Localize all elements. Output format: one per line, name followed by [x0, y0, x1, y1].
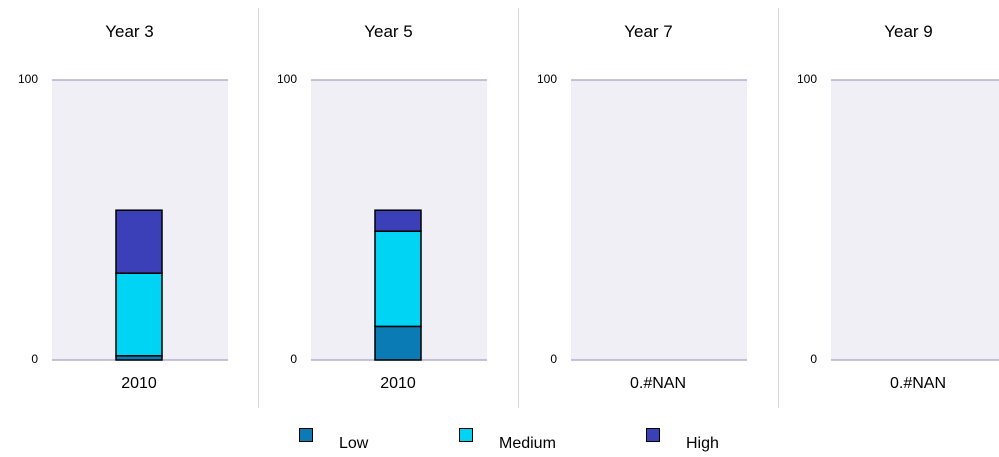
y-tick-max: 100 [536, 72, 557, 86]
plot-area [571, 79, 747, 361]
panel-divider [778, 8, 779, 408]
legend-swatch-high [646, 428, 660, 442]
chart-year-5: Year 5 100 0 2010 [259, 0, 518, 412]
plot-background [831, 80, 999, 360]
chart-title: Year 5 [364, 22, 413, 41]
bar-segment-medium [115, 272, 163, 357]
bar-segment-low [374, 325, 422, 361]
chart-year-3: Year 3 100 0 2010 [0, 0, 259, 412]
chart-year-9: Year 9 100 0 0.#NAN [779, 0, 999, 412]
bar-segment-high [115, 209, 163, 274]
x-tick-label: 0.#NAN [629, 375, 687, 392]
plot-area [52, 79, 228, 361]
legend-swatch-medium [459, 428, 473, 442]
legend-swatch-low [299, 428, 313, 442]
y-tick-max: 100 [276, 72, 297, 86]
chart-year-7: Year 7 100 0 0.#NAN [519, 0, 778, 412]
bar-segment-high [374, 209, 422, 232]
chart-title: Year 3 [105, 22, 154, 41]
x-tick-label: 0.#NAN [889, 375, 947, 392]
legend-label: Medium [499, 435, 556, 452]
plot-area [831, 79, 999, 361]
y-tick-max: 100 [796, 72, 817, 86]
chart-title: Year 7 [624, 22, 673, 41]
y-tick-min: 0 [550, 352, 557, 366]
legend-label: High [686, 435, 719, 452]
y-tick-min: 0 [810, 352, 817, 366]
y-tick-max: 100 [17, 72, 38, 86]
chart-title: Year 9 [884, 22, 933, 41]
y-tick-min: 0 [290, 352, 297, 366]
bar-segment-medium [374, 230, 422, 328]
legend: Low Medium High [0, 428, 999, 454]
plot-area [311, 79, 487, 361]
x-tick-label: 2010 [380, 375, 416, 392]
x-tick-label: 2010 [121, 375, 157, 392]
panel-divider [518, 8, 519, 408]
legend-label: Low [339, 435, 369, 452]
panel-divider [258, 8, 259, 408]
y-tick-min: 0 [31, 352, 38, 366]
plot-background [571, 80, 747, 360]
